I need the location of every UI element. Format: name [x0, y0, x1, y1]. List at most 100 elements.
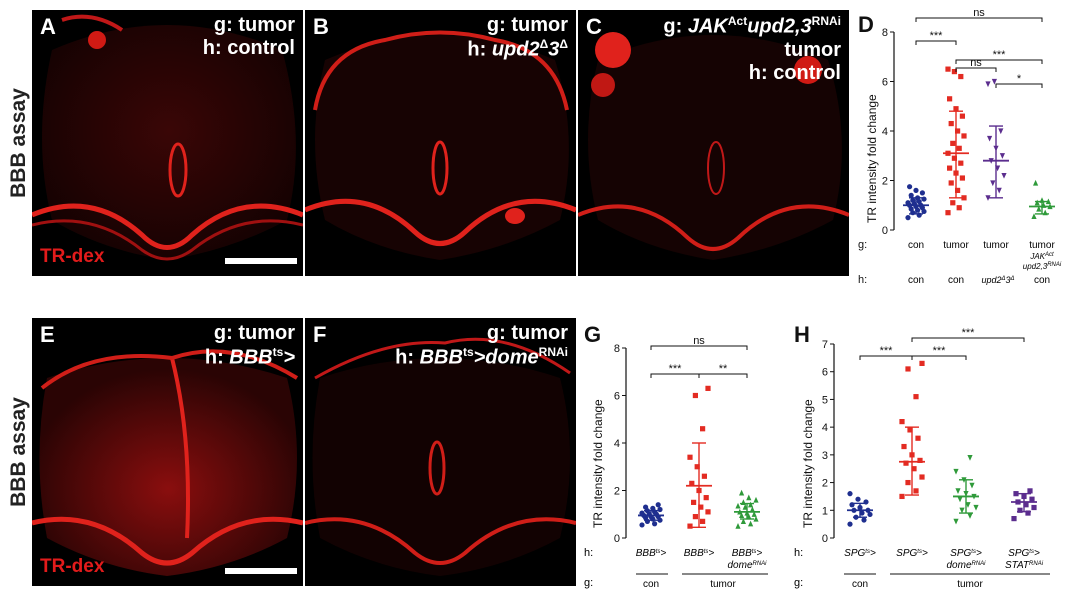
chart-panel-d: D TR intensity fold change 0 2 4 6 8 ns *** ns *…	[852, 7, 1078, 298]
data-point	[692, 392, 698, 399]
data-point	[847, 521, 853, 527]
chart-d-g-tumor-3: tumor	[1029, 240, 1055, 251]
panel-b-annotation: g: tumor h: upd2Δ3Δ	[467, 14, 568, 61]
y-tick-label: 4	[882, 126, 888, 138]
y-tick-label: 2	[882, 176, 888, 188]
data-point	[643, 504, 649, 510]
data-point	[867, 511, 873, 518]
data-point	[910, 197, 916, 203]
data-point	[959, 113, 965, 119]
data-point	[919, 190, 925, 196]
chart-h-g-con: con	[852, 579, 868, 590]
chart-d-h-con-1: con	[908, 275, 924, 286]
row1-label: BBB assay	[7, 88, 31, 198]
significance-label: ***	[669, 363, 683, 375]
chart-h-h-3: SPGts>	[950, 548, 982, 559]
data-point	[855, 496, 861, 502]
data-point	[639, 522, 645, 528]
data-point	[967, 455, 973, 461]
data-point	[958, 73, 964, 80]
data-point	[1031, 213, 1037, 219]
data-point	[698, 504, 704, 510]
brain-image-b	[305, 30, 576, 260]
y-tick-label: 3	[822, 450, 828, 462]
chart-d-g-label: g:	[858, 239, 867, 251]
micrograph-panel-b: B g: tumor h: upd2Δ3Δ	[305, 10, 576, 276]
chart-h-h-2: SPGts>	[896, 548, 928, 559]
data-point	[1027, 488, 1033, 494]
significance-label: ns	[693, 335, 705, 347]
chart-h-h-3b: domeRNAi	[946, 560, 986, 571]
chart-h-h-label: h:	[794, 547, 803, 559]
data-point	[861, 517, 867, 523]
y-tick-label: 4	[822, 422, 828, 434]
chart-h-h-1: SPGts>	[844, 548, 876, 559]
chart-d-g-tumor-1: tumor	[943, 240, 969, 251]
data-point	[917, 457, 923, 463]
data-point	[955, 488, 961, 494]
chart-panel-g: G TR intensity fold change 0 2 4 6 8 ns *** ** …	[580, 318, 780, 594]
chart-g-g-con: con	[643, 579, 659, 590]
data-point	[753, 496, 759, 503]
panel-letter-b: B	[313, 14, 329, 39]
significance-label: *	[1017, 73, 1022, 85]
data-point	[950, 140, 956, 146]
stain-label-e: TR-dex	[40, 556, 105, 577]
data-point	[694, 464, 700, 470]
data-point	[899, 419, 905, 425]
data-point	[947, 165, 953, 171]
chart-d-h-upd: upd2Δ3Δ	[981, 275, 1014, 285]
chart-h-g-label: g:	[794, 577, 803, 589]
data-point	[748, 501, 754, 508]
panel-a-annotation: g: tumor h: control	[202, 14, 295, 59]
significance-bracket	[915, 17, 1043, 22]
y-tick-label: 6	[822, 367, 828, 379]
data-point	[951, 155, 957, 161]
y-tick-label: 7	[822, 339, 828, 351]
y-tick-label: 4	[614, 438, 620, 450]
y-tick-label: 5	[822, 394, 828, 406]
significance-bracket	[650, 345, 748, 350]
micrograph-panel-e: E g: tumor h: BBBts> TR-dex	[32, 318, 303, 586]
data-point	[1013, 491, 1019, 497]
y-tick-label: 6	[614, 391, 620, 403]
data-point	[692, 514, 698, 520]
chart-g-h-3b: domeRNAi	[727, 560, 767, 571]
data-point	[1029, 496, 1035, 502]
data-point	[740, 518, 746, 524]
data-point	[749, 506, 755, 513]
data-point	[691, 499, 697, 505]
data-point	[907, 427, 913, 433]
brain-image-e	[32, 349, 303, 576]
data-point	[965, 502, 971, 508]
data-point	[650, 505, 656, 511]
brain-image-a	[32, 14, 303, 261]
panel-letter-d: D	[858, 12, 874, 37]
scale-bar-e	[225, 568, 297, 574]
data-point	[953, 468, 959, 475]
chart-d-h-con-3: con	[1034, 275, 1050, 286]
data-point	[739, 489, 745, 496]
data-point	[735, 523, 741, 529]
brain-image-f	[305, 337, 576, 576]
data-point	[655, 502, 661, 508]
data-point	[919, 474, 925, 480]
significance-bracket	[995, 83, 1043, 88]
data-point	[746, 494, 752, 501]
significance-bracket	[915, 40, 957, 45]
significance-label: **	[719, 363, 728, 375]
chart-h-h-4b: STATRNAi	[1005, 560, 1044, 571]
data-point	[950, 200, 956, 206]
data-point	[1034, 199, 1040, 206]
chart-d-h-label: h:	[858, 274, 867, 286]
data-point	[901, 443, 907, 450]
data-point	[1033, 179, 1039, 186]
chart-h-plot: 0 1 2 3 4 5 6 7 *** *** ***	[822, 327, 1037, 545]
y-tick-label: 8	[882, 27, 888, 39]
panel-c-annotation: g: JAKActupd2,3RNAi tumor h: control	[663, 14, 841, 84]
panel-letter-c: C	[586, 14, 602, 39]
data-point	[735, 502, 741, 509]
significance-label: ns	[970, 57, 982, 69]
